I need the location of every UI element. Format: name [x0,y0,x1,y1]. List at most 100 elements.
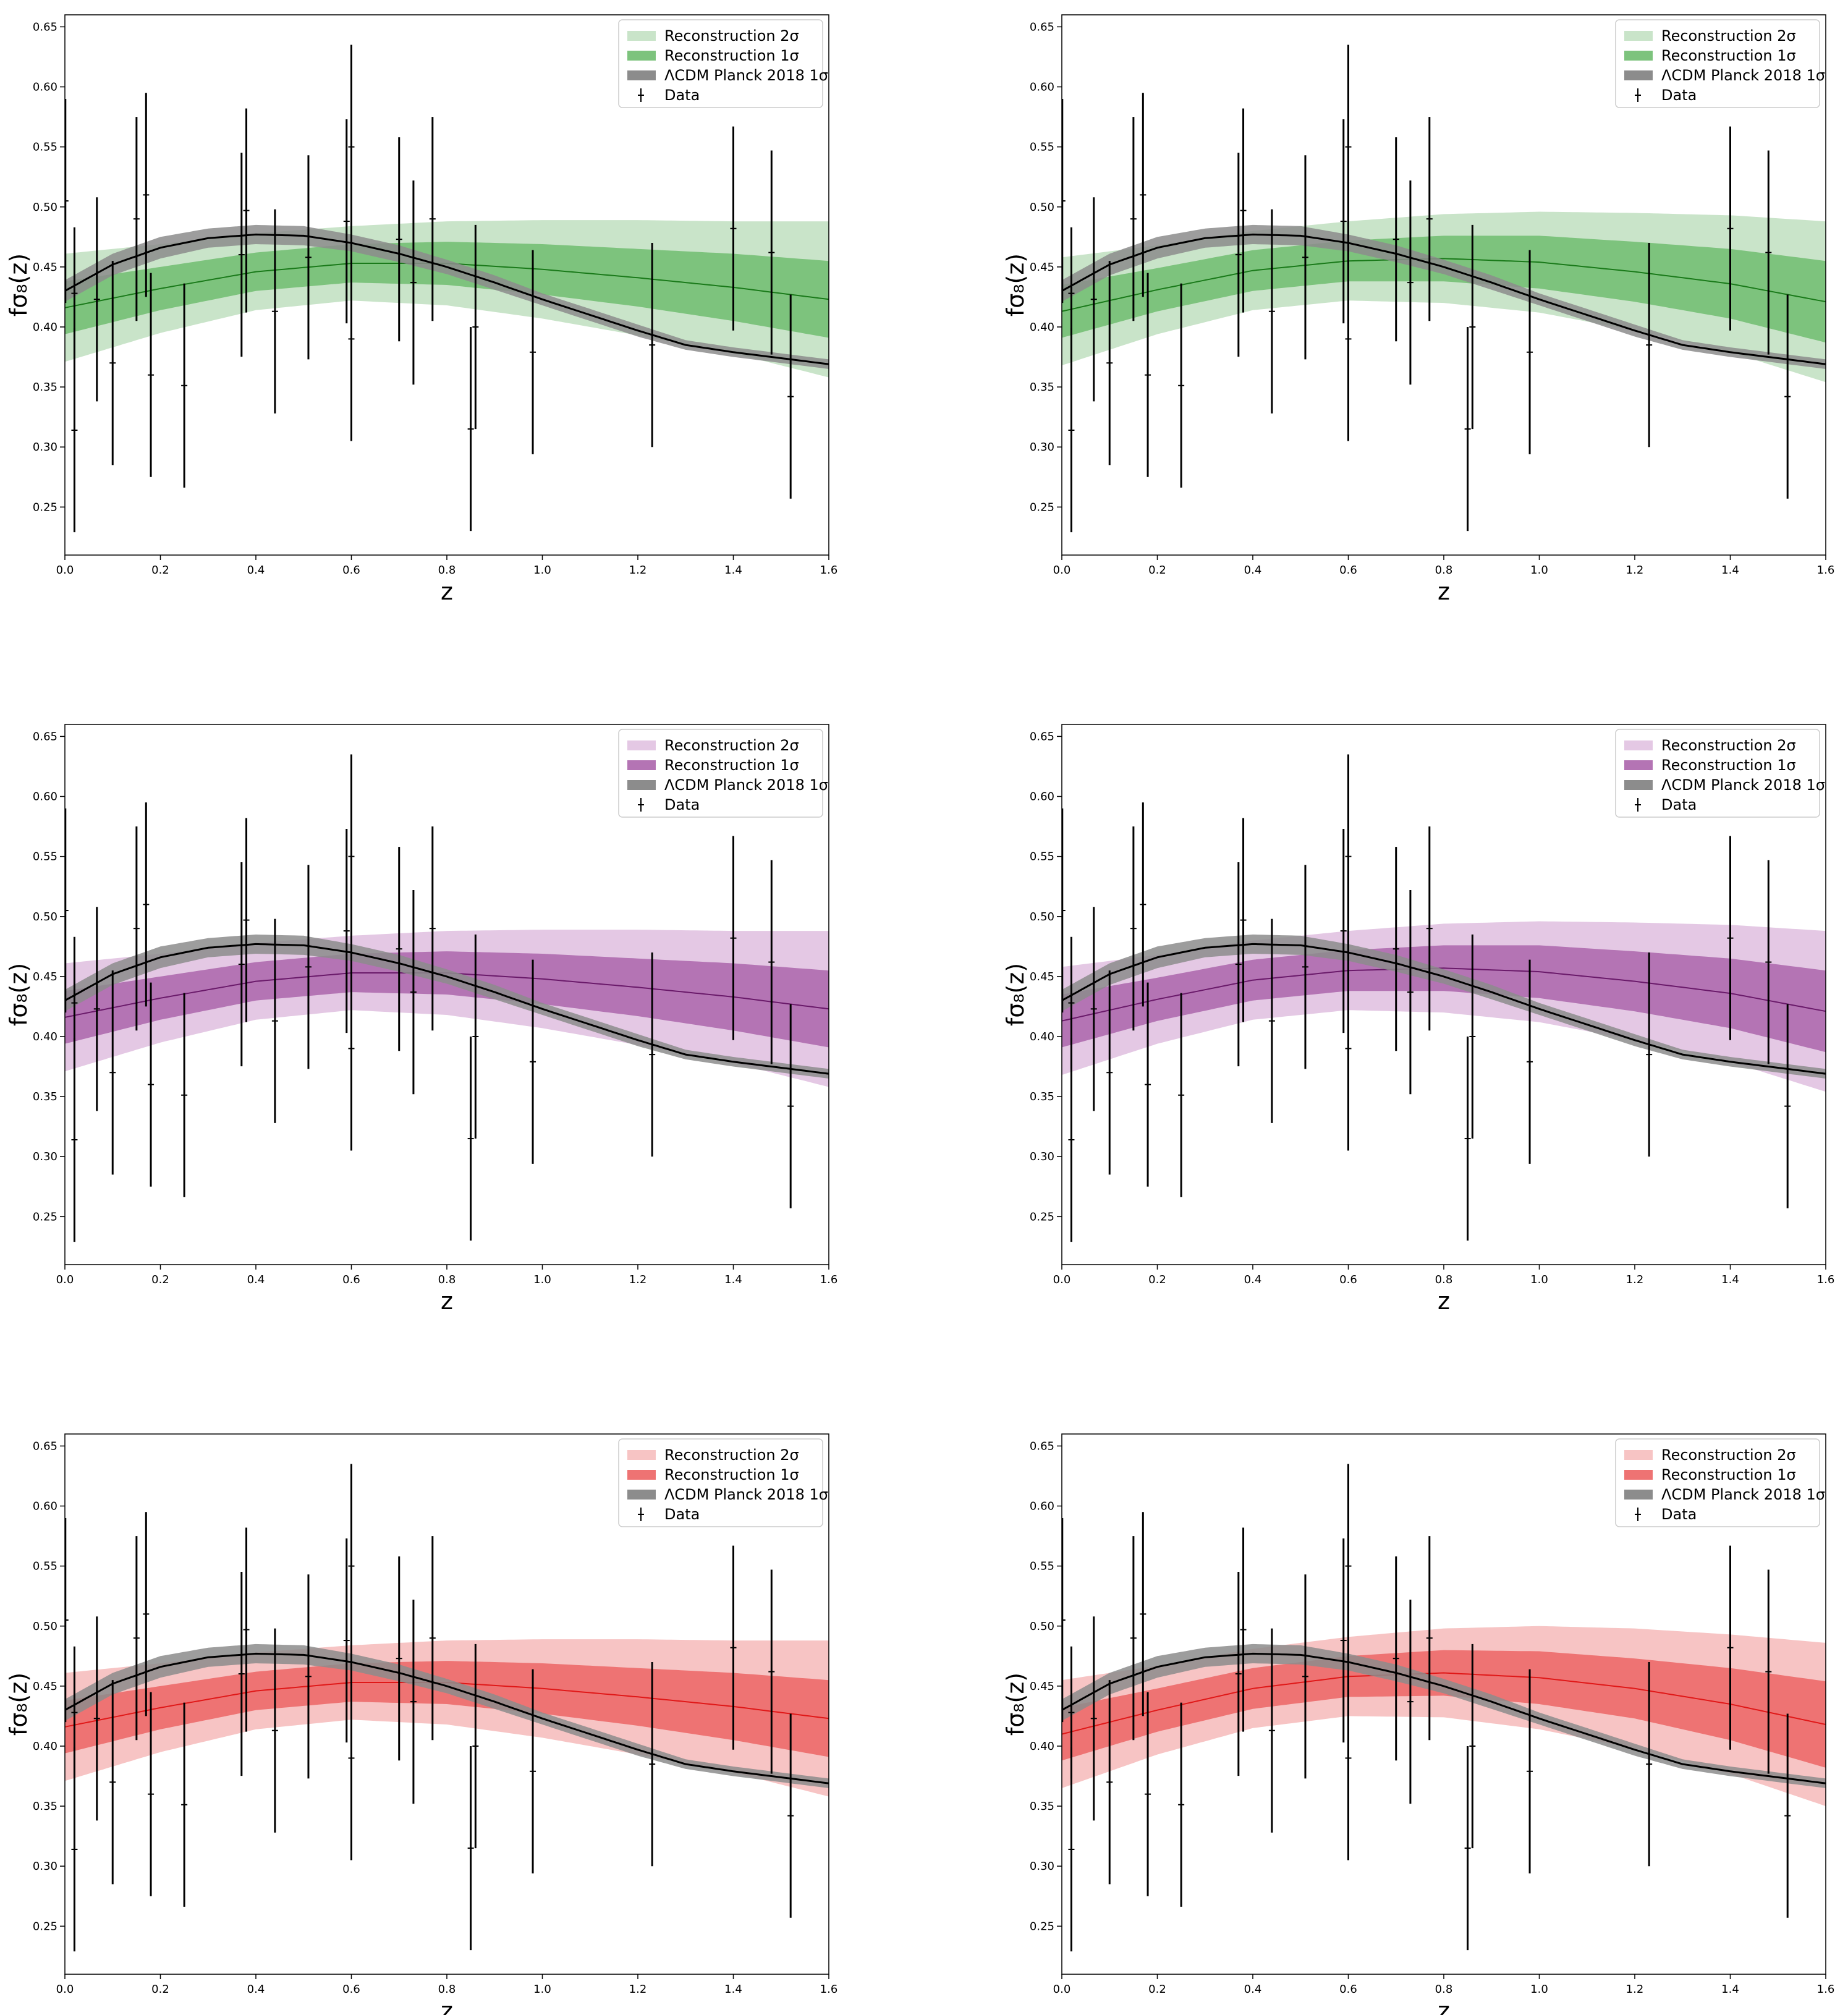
data-point [243,1527,250,1732]
legend-item: Reconstruction 2σ [627,737,799,754]
x-tick-label: 1.0 [1530,564,1548,577]
y-tick-label: 0.60 [33,81,57,94]
y-tick-label: 0.25 [1030,1210,1054,1223]
y-tick-label: 0.50 [1030,1620,1054,1633]
x-tick-label: 1.4 [724,1983,742,1996]
y-tick-label: 0.50 [33,910,57,923]
legend-item: ΛCDM Planck 2018 1σ [627,67,828,84]
data-point [148,1692,155,1896]
legend-label: ΛCDM Planck 2018 1σ [1661,67,1825,84]
x-tick-label: 0.6 [1339,1273,1357,1286]
data-point [730,1545,737,1750]
data-point [343,828,350,1033]
legend-item: ΛCDM Planck 2018 1σ [1624,776,1825,794]
data-point [472,934,479,1139]
data-point [1340,119,1347,324]
data-point [148,982,155,1187]
legend: Reconstruction 2σ Reconstruction 1σ ΛCDM P… [1615,1438,1825,1527]
legend-label: Reconstruction 2σ [1661,1446,1796,1464]
y-axis-label: fσ₈(z) [1002,1673,1029,1736]
legend-item: Reconstruction 1σ [627,757,799,774]
data-point [1464,326,1471,532]
legend-label: Reconstruction 2σ [664,737,799,754]
data-point [1062,808,1066,1013]
legend-label: Data [664,796,700,813]
y-tick-label: 0.45 [33,1680,57,1693]
y-tick-label: 0.35 [1030,381,1054,394]
x-tick-label: 0.8 [1435,1983,1453,1996]
reconstruction-1sigma-band [1062,235,1826,343]
legend-item: Reconstruction 1σ [627,1466,799,1483]
legend-frame [618,1438,823,1527]
data-point [1464,1746,1471,1951]
data-point [1090,907,1097,1111]
y-tick-label: 0.30 [33,1150,57,1163]
data-point [271,918,278,1123]
legend-item: ΛCDM Planck 2018 1σ [1624,1486,1825,1503]
data-point [1145,982,1151,1187]
data-point [1068,1646,1075,1779]
data-point [1464,1036,1471,1241]
legend-item: Reconstruction 2σ [1624,27,1796,45]
legend-swatch [627,760,656,770]
x-tick-label: 1.6 [1817,564,1835,577]
x-tick-label: 0.2 [1148,1983,1166,1996]
data-point [1765,860,1772,1064]
plot-area [1062,1464,1826,1952]
data-point [1268,1628,1275,1833]
legend-label: Reconstruction 1σ [664,47,799,64]
data-point [1765,1569,1772,1774]
x-axis-label: z [1438,1997,1450,2015]
legend: Reconstruction 2σ Reconstruction 1σ ΛCDM P… [1615,19,1825,108]
x-tick-label: 1.0 [1530,1983,1548,1996]
legend-item: ΛCDM Planck 2018 1σ [1624,67,1825,84]
y-axis-label: fσ₈(z) [5,253,32,316]
y-tick-label: 0.50 [33,1620,57,1633]
legend-label: Reconstruction 2σ [1661,737,1796,754]
y-tick-label: 0.65 [1030,20,1054,33]
data-point [143,802,150,1007]
reconstruction-mean-line [1062,1672,1826,1735]
data-point [1426,117,1433,321]
x-tick-label: 0.4 [1244,1983,1262,1996]
legend-swatch [1624,70,1653,80]
legend-item: Data [638,1506,700,1523]
y-tick-label: 0.40 [1030,321,1054,334]
legend-frame [618,19,823,108]
y-tick-label: 0.35 [33,1800,57,1813]
data-point [1469,1644,1476,1849]
legend-label: ΛCDM Planck 2018 1σ [664,1486,828,1503]
data-point [71,1646,78,1779]
y-tick-label: 0.40 [1030,1030,1054,1043]
plot-area [65,1464,829,1952]
data-point [1140,93,1147,297]
data-point [1646,243,1653,448]
data-point [1178,993,1185,1197]
legend-label: Reconstruction 1σ [664,1466,799,1483]
lcdm-1sigma-band [1062,934,1826,1079]
data-point [429,117,436,321]
data-point [148,273,155,477]
x-tick-label: 1.0 [1530,1273,1548,1286]
x-tick-label: 0.6 [342,1273,360,1286]
data-point [348,1656,355,1860]
legend-item: ΛCDM Planck 2018 1σ [627,1486,828,1503]
data-point [1068,328,1075,533]
data-point [1235,152,1242,357]
x-tick-label: 1.6 [820,564,838,577]
x-axis-label: z [441,1287,453,1315]
data-point [1178,283,1185,488]
data-point [348,754,355,959]
data-point [65,98,69,303]
data-point [787,294,794,499]
legend-label: Data [1661,796,1697,813]
legend-label: Data [664,87,700,104]
data-point [768,1569,775,1774]
x-tick-label: 0.2 [1148,1273,1166,1286]
y-tick-label: 0.55 [33,1560,57,1573]
y-tick-label: 0.55 [33,141,57,154]
x-tick-label: 0.4 [1244,564,1262,577]
legend-swatch [1624,31,1653,41]
data-point [109,1680,116,1885]
